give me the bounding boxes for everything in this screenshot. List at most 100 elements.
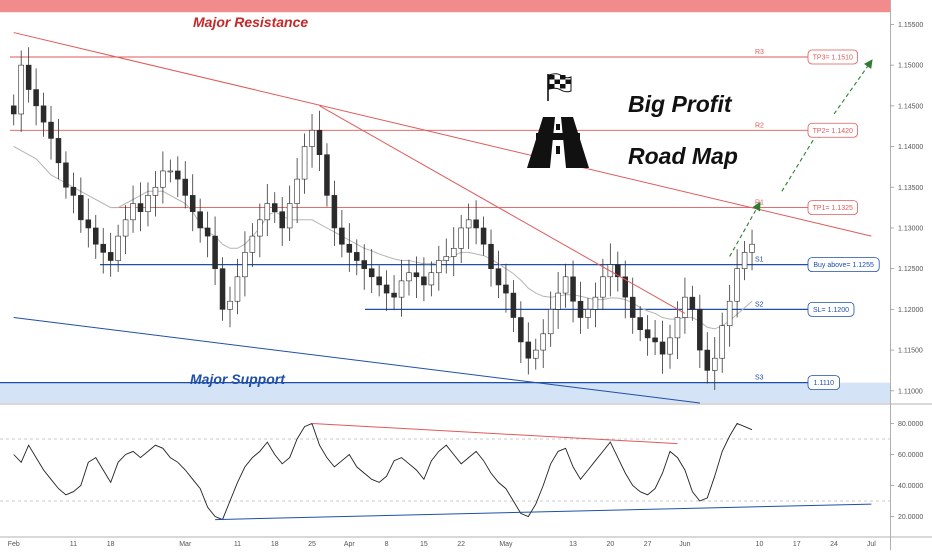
candle-up [398, 280, 405, 298]
major-support-label: Major Support [190, 371, 286, 387]
candle-up [257, 219, 263, 237]
candle-down [525, 341, 532, 359]
candle-up [465, 219, 472, 229]
candle-down [689, 296, 696, 310]
candle-up [167, 170, 174, 173]
candle-down [391, 292, 397, 298]
candle-down [137, 203, 144, 212]
headline-big-profit: Big Profit [628, 91, 733, 117]
level-tag-box-s2 [807, 301, 855, 317]
zones [0, 0, 890, 403]
candle-down [697, 309, 703, 351]
candle-down [346, 243, 353, 253]
rsi-line [13, 422, 753, 521]
candle-down [637, 317, 643, 331]
price-tick-label: 1.13000 [898, 225, 923, 232]
candle-down [659, 341, 666, 355]
candle-down [182, 178, 189, 196]
rsi-tick-label: 60.0000 [898, 452, 923, 459]
level-label-r1: R1 [755, 200, 764, 207]
candle-up [227, 300, 233, 310]
candle-up [294, 178, 300, 204]
candle-down [361, 260, 367, 269]
projection-arrow-3 [833, 59, 873, 115]
candle-down [100, 243, 106, 253]
time-tick-label: 13 [569, 541, 577, 548]
candle-down [25, 64, 32, 90]
time-tick-label: 24 [830, 541, 838, 548]
candle-down [704, 349, 711, 371]
candle-down [480, 227, 487, 245]
time-tick-label: 8 [385, 541, 389, 548]
price-tick-label: 1.11000 [898, 388, 923, 395]
time-tick-label: 11 [234, 541, 241, 548]
candle-up [749, 243, 755, 253]
candle-up [301, 146, 308, 180]
candle-up [152, 186, 159, 196]
candle-up [242, 252, 248, 278]
candle-up [443, 256, 450, 261]
candle-down [577, 300, 584, 318]
candle-down [644, 329, 651, 339]
price-tick-label: 1.14000 [898, 144, 923, 151]
candle-down [622, 276, 629, 298]
candle-up [428, 272, 435, 286]
candle-down [413, 272, 420, 278]
candle-down [212, 235, 218, 269]
candle-up [406, 272, 412, 282]
axes: 1.15500 1.15000 1.14500 1.14000 1.13500 1.130… [8, 22, 924, 548]
trendline-2 [319, 105, 686, 314]
price-tick-label: 1.15500 [898, 22, 923, 29]
candle-up [436, 260, 442, 274]
candle-down [421, 276, 427, 286]
time-tick-label: 10 [756, 541, 764, 548]
time-tick-label: Apr [344, 541, 356, 548]
level-tag-r3: TP3= 1.1510 [813, 54, 853, 61]
candle-down [488, 243, 494, 269]
candle-down [219, 268, 226, 310]
time-tick-label: Jul [867, 541, 876, 548]
candle-up [719, 325, 725, 359]
level-label-s3: S3 [755, 375, 764, 382]
candle-up [286, 203, 293, 229]
candles [10, 47, 755, 390]
candle-down [316, 129, 323, 155]
level-tag-box-r2 [807, 122, 858, 138]
time-tick-label: 20 [606, 541, 614, 548]
candle-down [10, 105, 17, 115]
ma-line [13, 146, 753, 330]
rsi-trendline-resistance [312, 423, 678, 445]
level-tag-r1: TP1= 1.1325 [813, 205, 853, 212]
candle-down [85, 219, 92, 229]
resistance-zone [0, 0, 890, 13]
candle-down [503, 284, 509, 294]
level-label-r2: R2 [755, 122, 764, 129]
level-label-s2: S2 [755, 301, 764, 308]
time-tick-label: 18 [107, 541, 115, 548]
time-tick-label: Feb [8, 541, 20, 548]
time-tick-label: 17 [793, 541, 801, 548]
level-tag-s2: SL= 1.1200 [813, 307, 849, 314]
level-tag-s1: Buy above= 1.1255 [813, 262, 874, 269]
price-tick-label: 1.12500 [898, 266, 923, 273]
projection-arrows [729, 59, 873, 257]
level-tags: TP3= 1.1510 TP2= 1.1420 TP1= 1.1325 Buy abo… [807, 49, 880, 391]
candle-up [130, 203, 136, 221]
candle-down [473, 219, 479, 229]
candle-down [570, 276, 576, 302]
candle-down [78, 195, 84, 221]
candle-up [547, 309, 554, 335]
candle-down [331, 195, 338, 229]
candle-up [726, 300, 733, 326]
candle-down [652, 337, 658, 343]
price-tick-label: 1.13500 [898, 185, 923, 192]
candle-up [734, 268, 740, 302]
candle-up [264, 203, 271, 221]
level-tag-box-r1 [807, 200, 858, 216]
price-tick-label: 1.11500 [898, 348, 923, 355]
candle-down [40, 105, 47, 123]
trendline-3 [13, 317, 700, 404]
